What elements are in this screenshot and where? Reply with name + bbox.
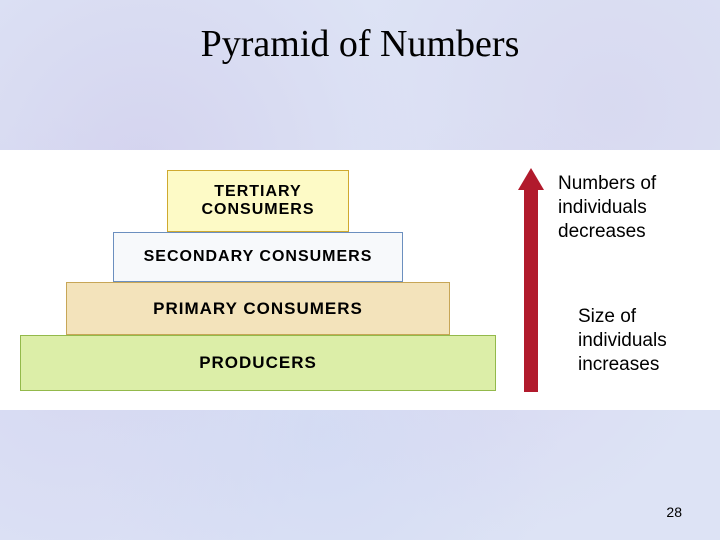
diagram-panel: TERTIARYCONSUMERS SECONDARY CONSUMERS PR…: [0, 150, 720, 410]
level-label: PRIMARY CONSUMERS: [153, 299, 363, 319]
annotation-top: Numbers ofindividualsdecreases: [558, 172, 656, 243]
level-label: TERTIARYCONSUMERS: [201, 183, 314, 219]
arrow-head: [518, 168, 544, 190]
level-secondary: SECONDARY CONSUMERS: [113, 232, 403, 282]
slide-title: Pyramid of Numbers: [0, 22, 720, 66]
annotation-top-text: Numbers ofindividualsdecreases: [558, 173, 656, 242]
level-label: SECONDARY CONSUMERS: [144, 248, 373, 266]
annotation-bottom: Size ofindividualsincreases: [578, 305, 667, 376]
pyramid: TERTIARYCONSUMERS SECONDARY CONSUMERS PR…: [20, 170, 496, 398]
annotation-bottom-text: Size ofindividualsincreases: [578, 306, 667, 375]
page-number-text: 28: [666, 504, 682, 520]
level-primary: PRIMARY CONSUMERS: [66, 282, 450, 335]
level-producers: PRODUCERS: [20, 335, 496, 391]
level-tertiary: TERTIARYCONSUMERS: [167, 170, 349, 232]
level-label: PRODUCERS: [199, 353, 317, 373]
arrow-up-icon: [518, 168, 544, 392]
arrow-shaft: [524, 189, 538, 392]
page-number: 28: [666, 504, 682, 520]
slide-title-text: Pyramid of Numbers: [201, 23, 520, 65]
